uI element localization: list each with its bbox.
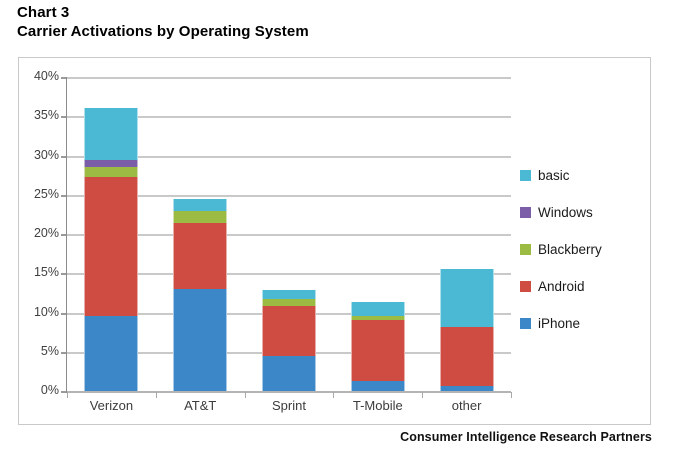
legend-swatch-icon (520, 207, 531, 218)
gridline (67, 155, 511, 158)
source-attribution: Consumer Intelligence Research Partners (400, 430, 652, 444)
bar-segment[interactable] (262, 289, 316, 300)
bar-segment[interactable] (173, 223, 228, 289)
x-axis-tick (244, 392, 246, 398)
bar-segment[interactable] (350, 320, 405, 381)
bar-segment[interactable] (262, 356, 316, 391)
gridline (67, 77, 511, 79)
bar-stack[interactable] (84, 108, 139, 391)
bar-segment[interactable] (262, 306, 316, 357)
y-axis-tick (61, 234, 66, 236)
bar-segment[interactable] (262, 299, 316, 307)
y-axis-tick (61, 312, 66, 315)
x-axis-tick (67, 392, 68, 398)
bar-segment[interactable] (84, 108, 139, 161)
legend-label: Windows (538, 205, 593, 220)
bar-segment[interactable] (439, 268, 494, 327)
y-axis-tick (61, 351, 66, 354)
legend-swatch-icon (520, 281, 531, 292)
y-axis-tick (61, 391, 66, 393)
bar-segment[interactable] (173, 211, 228, 224)
y-axis-tick (61, 116, 66, 119)
chart-frame: 40% 35% 30% 25% 20% 15% 10% 5% 0% Verizon AT&T Spr… (18, 57, 651, 425)
bar-segment[interactable] (173, 198, 228, 212)
legend-item[interactable]: Android (520, 268, 640, 305)
y-axis-tick-label: 30% (33, 147, 59, 162)
y-axis-tick (61, 194, 66, 197)
y-axis-tick-label: 40% (33, 69, 59, 83)
gridline (67, 194, 511, 197)
x-axis-tick (155, 392, 157, 398)
y-axis-tick-label: 5% (40, 343, 59, 358)
x-axis-tick-label: AT&T (184, 398, 217, 413)
x-axis-tick-label: Sprint (272, 398, 306, 413)
legend-item[interactable]: basic (520, 157, 640, 194)
bar-segment[interactable] (350, 315, 405, 321)
y-axis-tick-label: 15% (33, 265, 59, 280)
y-axis-tick-label: 10% (33, 304, 59, 319)
x-axis-tick-label: other (451, 398, 482, 413)
chart-title: Carrier Activations by Operating System (17, 23, 309, 40)
legend-label: basic (538, 168, 570, 183)
bar-segment[interactable] (439, 386, 494, 391)
bar-segment[interactable] (173, 288, 228, 391)
bar-stack[interactable] (350, 302, 405, 391)
legend-swatch-icon (520, 244, 531, 255)
gridline (67, 234, 511, 236)
x-axis-tick (422, 392, 424, 398)
x-axis-labels: Verizon AT&T Sprint T-Mobile other (67, 392, 512, 422)
legend-swatch-icon (520, 170, 531, 181)
legend-label: iPhone (538, 316, 581, 331)
legend-item[interactable]: iPhone (520, 305, 640, 342)
y-axis-tick-label: 20% (33, 226, 59, 240)
y-axis-tick (61, 273, 66, 276)
y-axis-tick (61, 155, 66, 158)
y-axis-tick-label: 35% (33, 108, 59, 123)
bar-stack[interactable] (262, 289, 316, 391)
bar-segment[interactable] (84, 176, 139, 317)
x-axis-tick (511, 392, 512, 398)
x-axis-tick-label: T-Mobile (352, 398, 403, 413)
y-axis-tick-label: 0% (40, 383, 59, 397)
y-axis-line (66, 77, 67, 393)
y-axis-labels: 40% 35% 30% 25% 20% 15% 10% 5% 0% (19, 69, 59, 397)
bar-segment[interactable] (350, 380, 405, 391)
gridline (67, 273, 511, 276)
bar-segment[interactable] (84, 160, 139, 168)
legend-swatch-icon (520, 318, 531, 329)
legend-item[interactable]: Blackberry (520, 231, 640, 268)
bar-segment[interactable] (350, 302, 405, 316)
bar-stack[interactable] (173, 198, 228, 391)
bar-segment[interactable] (84, 316, 139, 391)
x-axis-tick (333, 392, 335, 398)
gridline (67, 116, 511, 119)
page-title: Chart 3 Carrier Activations by Operating… (17, 3, 657, 42)
y-axis-tick-label: 25% (33, 186, 59, 201)
legend-label: Android (538, 279, 585, 294)
y-axis-tick (61, 77, 66, 79)
chart-number: Chart 3 (17, 4, 70, 21)
bar-stack[interactable] (439, 268, 494, 391)
x-axis-tick-label: Verizon (89, 398, 134, 413)
bar-segment[interactable] (84, 167, 139, 177)
bar-segment[interactable] (439, 326, 494, 387)
legend-label: Blackberry (538, 242, 602, 257)
chart-legend: basic Windows Blackberry Android iPhone (520, 157, 640, 342)
gridline (67, 391, 511, 393)
plot-area (67, 77, 511, 393)
legend-item[interactable]: Windows (520, 194, 640, 231)
